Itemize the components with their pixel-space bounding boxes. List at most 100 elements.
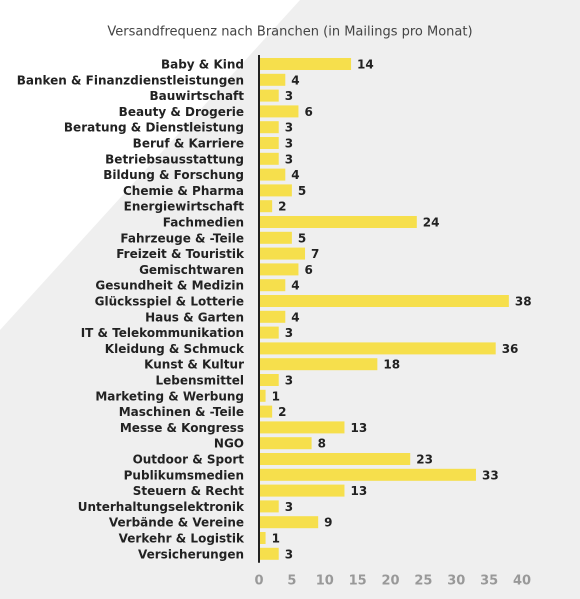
y-tick-label: Publikumsmedien — [124, 468, 244, 482]
value-label: 24 — [423, 216, 440, 230]
bar — [259, 73, 286, 86]
bar — [259, 137, 279, 149]
value-label: 4 — [291, 279, 299, 293]
bar — [259, 484, 345, 497]
x-tick-label: 10 — [316, 574, 334, 589]
value-label: 3 — [285, 547, 293, 561]
background-shape — [0, 0, 300, 330]
y-tick-label: Verkehr & Logistik — [119, 532, 245, 546]
y-tick-label: Messe & Kongress — [120, 421, 244, 435]
y-tick-label: Steuern & Recht — [133, 484, 245, 498]
y-tick-label: Haus & Garten — [145, 310, 244, 324]
bar — [259, 374, 279, 386]
y-tick-label: Kunst & Kultur — [144, 358, 244, 372]
bar — [259, 326, 279, 339]
x-tick-label: 20 — [381, 574, 399, 589]
x-tick-label: 25 — [414, 574, 432, 589]
bar — [259, 437, 312, 450]
bar — [259, 532, 266, 544]
value-label: 33 — [482, 468, 499, 482]
value-label: 4 — [291, 310, 299, 324]
value-label: 14 — [357, 58, 374, 72]
bar — [259, 58, 352, 70]
y-tick-label: Bildung & Forschung — [103, 168, 244, 182]
value-label: 3 — [285, 500, 293, 514]
bar — [259, 152, 279, 165]
y-tick-label: Unterhaltungselektronik — [78, 500, 245, 514]
x-tick-label: 15 — [349, 574, 367, 589]
value-label: 5 — [298, 231, 306, 245]
y-tick-label: Beauty & Drogerie — [119, 105, 244, 119]
value-label: 4 — [291, 73, 299, 87]
y-tick-label: Chemie & Pharma — [123, 184, 244, 198]
value-label: 5 — [298, 184, 306, 198]
bar — [259, 184, 292, 197]
value-label: 3 — [285, 137, 293, 151]
value-label: 13 — [350, 484, 367, 498]
value-label: 3 — [285, 374, 293, 388]
y-tick-label: IT & Telekommunikation — [81, 326, 244, 340]
bar — [259, 342, 496, 355]
value-label: 2 — [278, 405, 286, 419]
x-tick-label: 40 — [513, 574, 531, 589]
y-tick-label: Gemischtwaren — [139, 263, 244, 277]
bar — [259, 547, 279, 560]
bar — [259, 389, 266, 402]
value-label: 3 — [285, 89, 293, 103]
y-tick-label: Outdoor & Sport — [133, 453, 245, 467]
value-label: 38 — [515, 295, 532, 309]
value-label: 36 — [502, 342, 519, 356]
y-tick-label: Kleidung & Schmuck — [105, 342, 245, 356]
bar — [259, 295, 509, 307]
bar — [259, 216, 417, 228]
value-label: 9 — [324, 516, 332, 530]
bar — [259, 468, 476, 481]
y-tick-label: Glücksspiel & Lotterie — [95, 295, 244, 309]
value-label: 3 — [285, 326, 293, 340]
value-label: 23 — [416, 453, 433, 467]
y-tick-label: Lebensmittel — [155, 374, 244, 388]
value-label: 6 — [304, 105, 312, 119]
bar — [259, 89, 279, 102]
bar — [259, 279, 286, 292]
y-tick-label: Baby & Kind — [161, 58, 244, 72]
y-tick-label: Gesundheit & Medizin — [95, 279, 244, 293]
bar — [259, 405, 273, 418]
bar — [259, 516, 319, 529]
y-tick-label: Versicherungen — [138, 547, 244, 561]
y-tick-label: Betriebsausstattung — [105, 152, 244, 166]
x-tick-label: 5 — [287, 574, 296, 589]
y-tick-label: Bauwirtschaft — [150, 89, 245, 103]
value-label: 18 — [383, 358, 400, 372]
bar — [259, 231, 292, 244]
y-tick-label: Fahrzeuge & -Teile — [120, 231, 244, 245]
y-tick-label: Beruf & Karriere — [133, 137, 244, 151]
y-tick-label: NGO — [214, 437, 244, 451]
x-tick-label: 35 — [480, 574, 498, 589]
value-label: 7 — [311, 247, 319, 261]
value-label: 4 — [291, 168, 299, 182]
y-tick-label: Marketing & Werbung — [95, 389, 244, 403]
x-tick-label: 30 — [447, 574, 465, 589]
bar — [259, 263, 299, 276]
bar — [259, 453, 411, 465]
y-tick-label: Fachmedien — [163, 216, 244, 230]
bar — [259, 358, 378, 371]
y-tick-label: Freizeit & Touristik — [116, 247, 245, 261]
bar — [259, 310, 286, 323]
bar — [259, 247, 306, 260]
value-label: 3 — [285, 121, 293, 135]
value-label: 8 — [318, 437, 326, 451]
bar — [259, 105, 299, 118]
bar — [259, 168, 286, 181]
y-tick-label: Maschinen & -Teile — [119, 405, 244, 419]
value-label: 3 — [285, 152, 293, 166]
x-tick-label: 0 — [254, 574, 263, 589]
chart-title: Versandfrequenz nach Branchen (in Mailin… — [107, 25, 472, 40]
value-label: 13 — [350, 421, 367, 435]
bar — [259, 421, 345, 434]
y-tick-label: Banken & Finanzdienstleistungen — [17, 73, 244, 87]
bar — [259, 500, 279, 513]
value-label: 2 — [278, 200, 286, 214]
